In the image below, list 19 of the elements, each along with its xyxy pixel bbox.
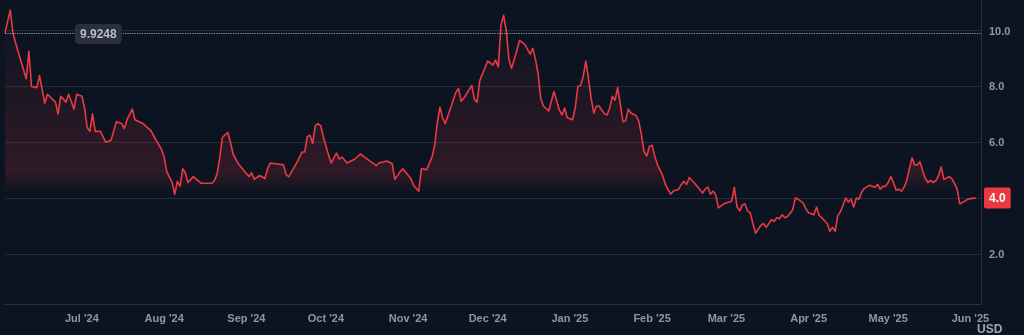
x-tick-label: Jan '25 bbox=[551, 311, 589, 324]
y-tick-label: 8.0 bbox=[989, 80, 1005, 93]
annotation: 4.0 bbox=[989, 191, 1007, 206]
x-tick-label: Jul '24 bbox=[65, 311, 100, 324]
y-tick-label: 2.0 bbox=[989, 247, 1005, 260]
x-tick-label: Aug '24 bbox=[144, 311, 185, 324]
y-axis-title: USD bbox=[977, 322, 1003, 335]
x-tick-label: Feb '25 bbox=[633, 311, 671, 324]
x-tick-label: Nov '24 bbox=[388, 311, 429, 324]
y-tick-label: 6.0 bbox=[989, 136, 1005, 149]
x-tick-label: Jun '25 bbox=[951, 311, 990, 324]
ref-line-label: 9.9248 bbox=[80, 26, 118, 41]
x-tick-label: Apr '25 bbox=[790, 311, 828, 324]
x-tick-label: Mar '25 bbox=[707, 311, 746, 324]
x-tick-label: May '25 bbox=[868, 311, 908, 324]
x-tick-label: Sep '24 bbox=[227, 311, 267, 324]
x-tick-label: Dec '24 bbox=[468, 311, 508, 324]
y-tick-label: 10.0 bbox=[989, 24, 1011, 37]
x-tick-label: Oct '24 bbox=[307, 311, 345, 324]
